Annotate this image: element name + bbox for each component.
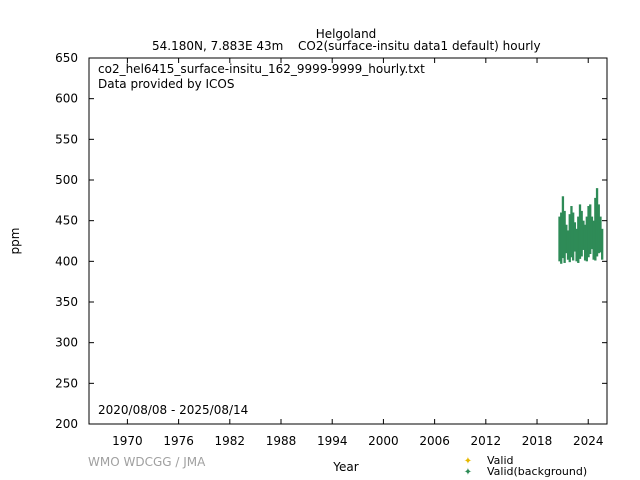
credit-label: WMO WDCGG / JMA — [88, 455, 206, 469]
x-tick-label: 2000 — [368, 434, 399, 448]
legend-label-valid: Valid — [487, 454, 514, 467]
y-tick-label: 650 — [55, 51, 78, 65]
legend-marker-background: ✦ — [464, 467, 472, 478]
provider-annotation: Data provided by ICOS — [98, 77, 234, 91]
y-tick-label: 400 — [55, 254, 78, 268]
data-point-range — [585, 216, 588, 262]
data-point-range — [577, 216, 580, 263]
data-point-range — [578, 204, 582, 259]
x-tick-label: 1976 — [163, 434, 194, 448]
plot-frame — [88, 57, 608, 425]
data-point-range — [595, 188, 599, 257]
y-tick-label: 300 — [55, 336, 78, 350]
data-point-range — [601, 228, 604, 260]
y-tick-label: 350 — [55, 295, 78, 309]
y-axis-label: ppm — [8, 228, 22, 255]
location-label: 54.180N, 7.883E 43m — [152, 39, 283, 53]
x-tick-label: 2006 — [419, 434, 450, 448]
x-tick-label: 1994 — [317, 434, 348, 448]
y-tick-label: 450 — [55, 214, 78, 228]
legend-marker-valid: ✦ — [464, 456, 472, 467]
data-point-range — [572, 212, 575, 261]
y-axis: 200 250 300 350 400 450 500 550 600 650 — [55, 51, 607, 431]
y-tick-label: 200 — [55, 417, 78, 431]
date-range-annotation: 2020/08/08 - 2025/08/14 — [98, 403, 248, 417]
data-point-range — [566, 230, 570, 260]
x-tick-label: 1988 — [266, 434, 297, 448]
x-tick-label: 2024 — [573, 434, 604, 448]
x-axis: 1970 1976 1982 1988 1994 2000 2006 2012 2018 2024 — [112, 58, 603, 448]
data-point-range — [589, 204, 592, 255]
legend: ✦ Valid ✦ Valid(background) — [464, 454, 587, 478]
data-point-range — [582, 220, 585, 250]
data-point-range — [573, 222, 577, 252]
data-point-range — [565, 224, 568, 254]
data-point-range — [563, 210, 566, 263]
data-point-range — [583, 224, 587, 261]
data-point-range — [597, 204, 600, 254]
series-valid-background- — [558, 188, 604, 264]
legend-label-background: Valid(background) — [487, 465, 587, 478]
y-tick-label: 250 — [55, 376, 78, 390]
data-point-range — [580, 210, 583, 257]
data-point-range — [594, 197, 597, 261]
x-axis-label: Year — [332, 460, 358, 474]
data-point-range — [587, 206, 590, 258]
y-tick-label: 500 — [55, 173, 78, 187]
x-tick-label: 1982 — [215, 434, 246, 448]
data-point-range — [592, 220, 595, 260]
x-tick-label: 1970 — [112, 434, 143, 448]
station-title: Helgoland — [316, 27, 377, 41]
data-point-range — [575, 228, 578, 262]
x-tick-label: 2018 — [522, 434, 553, 448]
y-tick-label: 550 — [55, 132, 78, 146]
data-points — [558, 188, 604, 264]
dataset-label: CO2(surface-insitu data1 default) hourly — [298, 39, 541, 53]
data-point-range — [570, 206, 573, 258]
data-point-range — [590, 216, 594, 250]
data-point-range — [558, 216, 561, 262]
data-point-range — [561, 196, 565, 259]
data-point-range — [568, 214, 571, 263]
data-point-range — [599, 216, 602, 253]
y-tick-label: 600 — [55, 92, 78, 106]
filename-annotation: co2_hel6415_surface-insitu_162_9999-9999… — [98, 62, 425, 76]
data-point-range — [560, 212, 563, 264]
x-tick-label: 2012 — [471, 434, 502, 448]
